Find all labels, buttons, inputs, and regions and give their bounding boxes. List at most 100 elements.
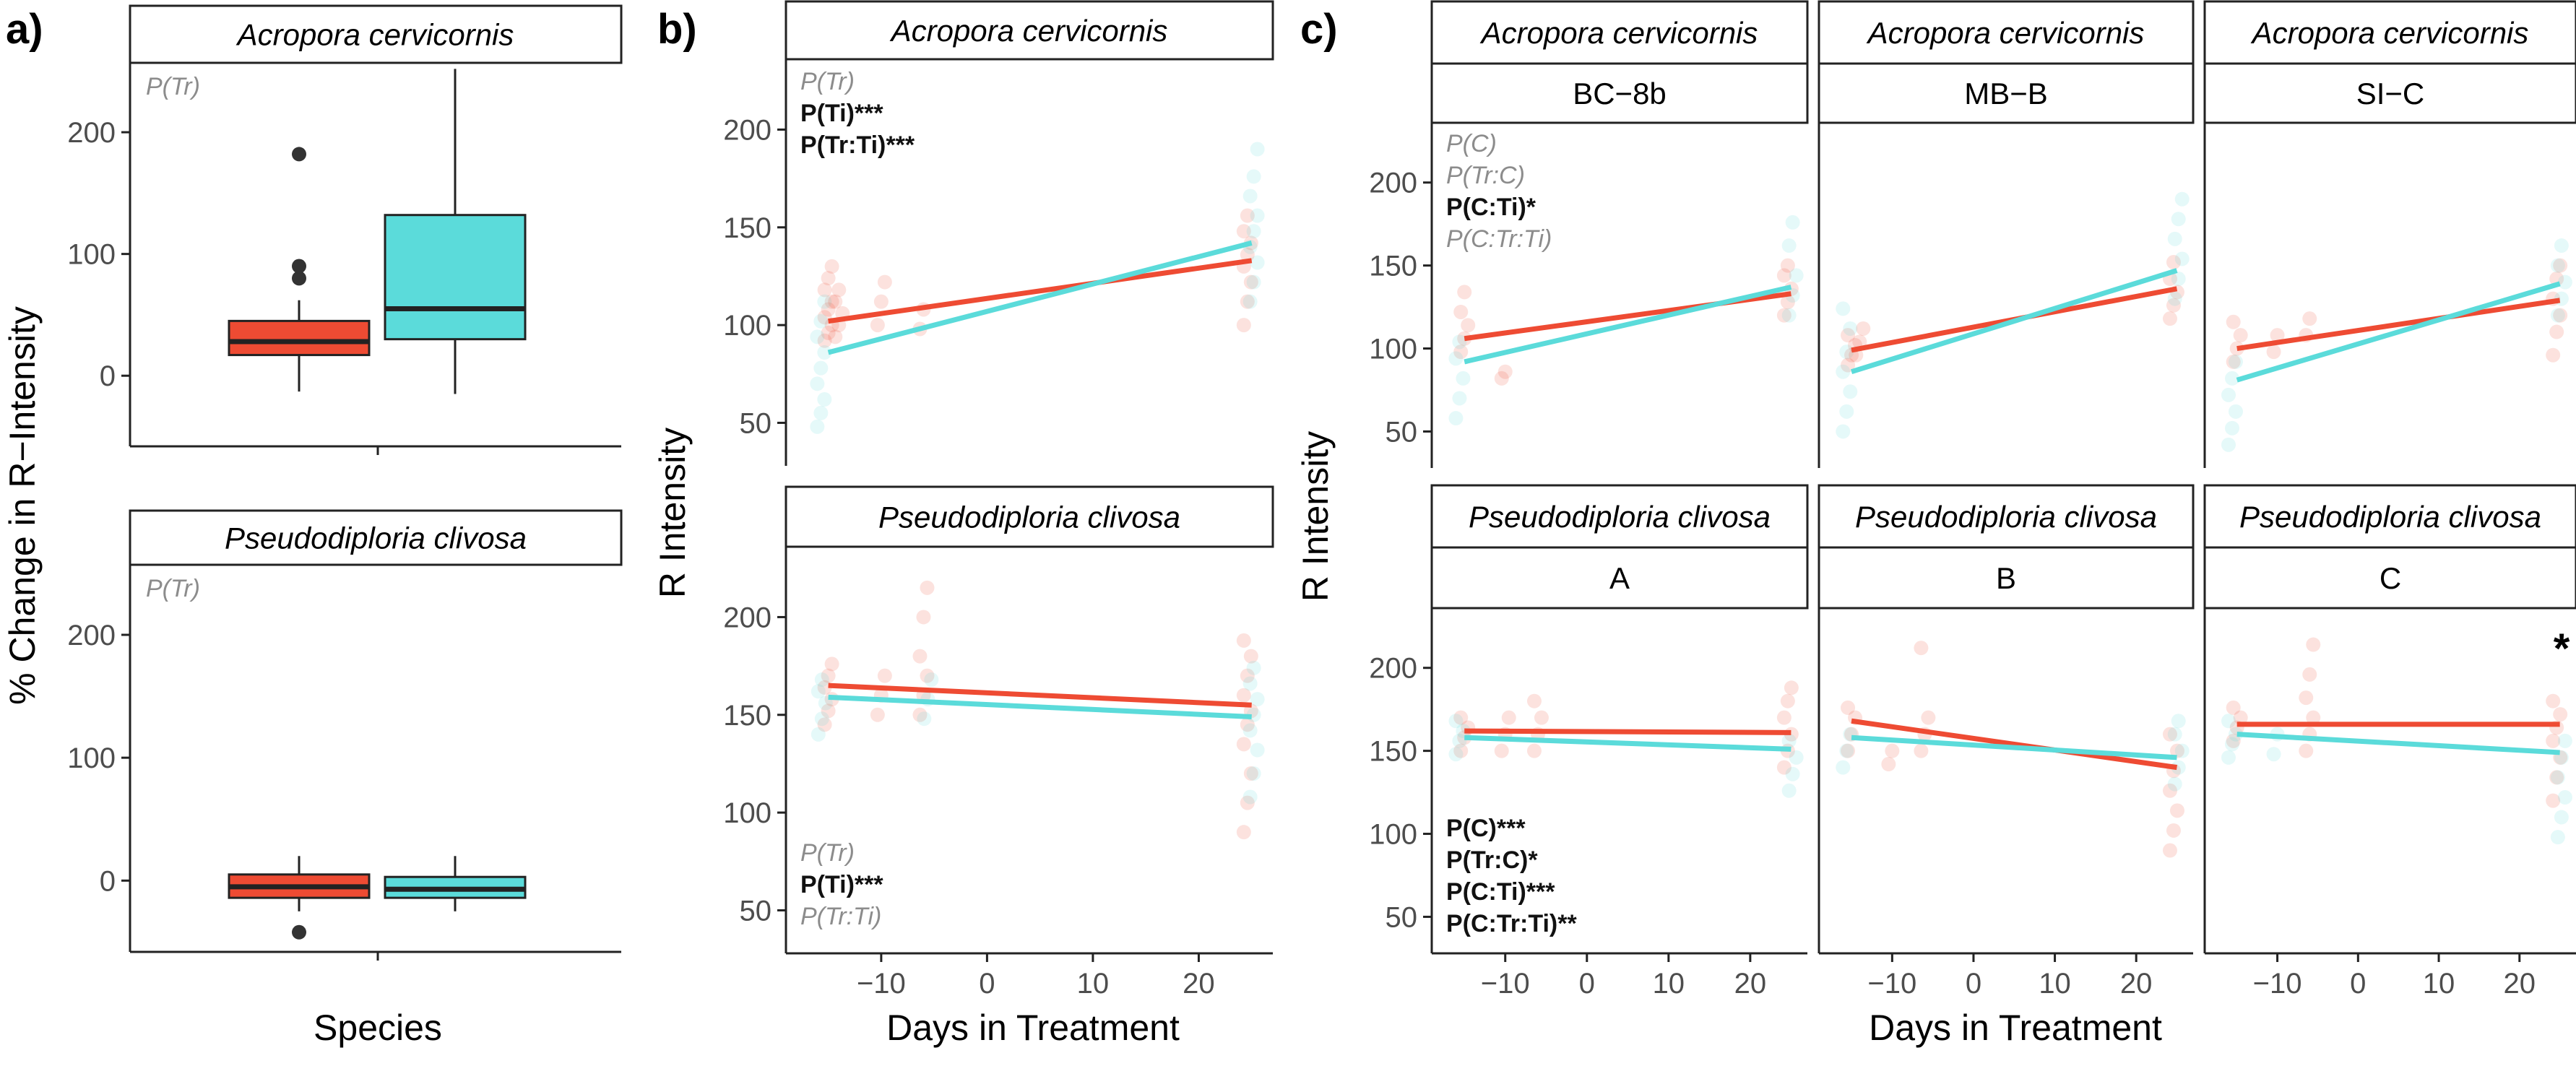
panel-b-0-ytick-label-2: 150 [723, 212, 771, 244]
panel-b-0-point-0-0 [817, 333, 832, 348]
panel-c-1-0-point-2-2 [1501, 710, 1516, 725]
panel-c-0-0-point-0-3 [1453, 304, 1469, 319]
panel-b-0-point-6-6 [1242, 188, 1258, 204]
panel-b-0-point-0-1 [821, 325, 836, 340]
panel-b-1-point-5-1 [1240, 795, 1255, 810]
panel-b-0-point-0-6 [817, 282, 832, 298]
panel-b-strip-0-box [785, 0, 1274, 61]
panel-b-0-point-1-6 [810, 329, 825, 344]
panel-b-1-point-3-5 [920, 580, 935, 595]
panel-c-1-1-point-4-5 [2169, 743, 2184, 758]
panel-c-1-0-point-0-0 [1453, 743, 1469, 758]
panel-c-0-2-point-5-4 [2554, 238, 2569, 254]
panel-c-0-2-point-1-3 [2221, 387, 2236, 402]
panel-c-0-1-point-3-1 [2166, 298, 2181, 313]
panel-c-1-1-xtick-label-0: −10 [1867, 968, 1916, 1000]
panel-b-0-point-6-4 [1246, 224, 1261, 239]
panel-c: Acropora cervicornisBC−8b50100150200Acro… [1369, 0, 2576, 1000]
panel-c-species-strip-1-1-box [1818, 484, 2195, 549]
panel-c-1-2-point-4-3 [2546, 733, 2561, 748]
panel-c-1-1-point-4-3 [2162, 783, 2177, 798]
panel-c-1-0-point-3-3 [1526, 693, 1542, 708]
panel-a-ytick-label-0-2: 200 [67, 117, 116, 149]
panel-c-0-2-point-4-5 [2553, 258, 2568, 273]
panel-c-1-1-point-3-3 [1914, 641, 1929, 656]
panel-c-0-1-point-0-3 [1841, 328, 1856, 343]
panel-c-0-2-point-1-5 [2228, 354, 2243, 369]
panel-b-0-point-1-0 [810, 419, 825, 434]
panel-c-0-0-point-3-4 [1780, 258, 1795, 273]
panel-b-1-ytick-label-2: 150 [723, 700, 771, 732]
panel-c-0-1-point-1-1 [1839, 404, 1854, 419]
panel-c-1-2-point-3-5 [2306, 637, 2321, 652]
panel-b-1-point-1-1 [814, 711, 829, 727]
panel-c-0-1-point-3-4 [2166, 255, 2181, 270]
panel-c-1-2-point-5-1 [2554, 810, 2569, 825]
panel-c-colony-strip-1-2-label: C [2380, 561, 2401, 595]
panel-c-1-0-point-5-3 [1781, 733, 1797, 748]
panel-c-1-0-xtick-label-3: 20 [1734, 968, 1767, 1000]
panel-b-0-point-2-4 [831, 282, 847, 298]
panel-c-1-2-point-0-2 [2233, 710, 2248, 725]
panel-a-strip-0-box [129, 4, 623, 64]
panel-c-1-1-trend-line-1 [1851, 734, 2177, 760]
panel-c-0-2-point-2-0 [2266, 344, 2281, 360]
panel-c-colony-strip-0-1-box [1818, 62, 2195, 124]
panel-c-0-1-point-1-3 [1836, 364, 1851, 379]
panel-c-0-0-point-0-0 [1453, 344, 1469, 360]
panel-b-1-point-3-3 [912, 649, 928, 664]
panel-b-0-trend-line-0 [828, 258, 1253, 324]
panel-b-1-point-4-2 [924, 672, 939, 688]
panel-c-0-0-point-1-4 [1452, 334, 1467, 350]
panel-c-0-0-point-0-2 [1461, 318, 1476, 333]
panel-c-species-strip-0-1-label: Acropora cervicornis [1866, 16, 2145, 50]
panel-c-0-1-point-4-0 [2167, 291, 2182, 306]
panel-b-1-point-6-7 [1246, 660, 1261, 675]
panel-b-strip-0-label: Acropora cervicornis [889, 14, 1168, 48]
panel-b-1-point-1-3 [811, 684, 826, 699]
panel-b-0-trend-line-1 [827, 240, 1253, 355]
panel-b-1-point-6-5 [1250, 692, 1265, 707]
panel-b-1-point-5-4 [1240, 717, 1255, 732]
panel-c-ylabel: R Intensity [1295, 431, 1336, 602]
panel-c-0-1-point-4-5 [2174, 191, 2190, 207]
panel-c-1-1-point-2-0 [1881, 757, 1896, 772]
panel-c-0-0-point-4-4 [1785, 214, 1800, 230]
panel-c-row-1-stat-2: P(C:Ti)*** [1446, 878, 1555, 906]
panel-c-1-2-annotation: * [2554, 625, 2570, 672]
panel-b-0-point-1-7 [813, 313, 829, 329]
panel-c-facet-0-1 [1818, 123, 2190, 468]
panel-c-facet-1-1: −10 0 10 20 [1818, 608, 2193, 1000]
panel-c-facet-0-2 [2203, 123, 2572, 468]
panel-b-1-stat-1: P(Ti)*** [800, 871, 883, 898]
panel-c-1-2-xtick-label-1: 0 [2350, 968, 2366, 1000]
panel-c-0-1-point-1-2 [1843, 384, 1858, 399]
panel-a-ytick-label-1-0: 0 [100, 865, 116, 897]
panel-c-0-1-point-4-1 [2171, 272, 2186, 287]
panel-c-0-2-point-4-1 [2549, 324, 2564, 339]
panel-c-0-2-point-0-0 [2226, 354, 2241, 369]
panel-a-strip-1-label: Pseudodiploria clivosa [225, 521, 527, 555]
panel-c-1-0-point-1-2 [1456, 724, 1471, 739]
panel-b-1-point-0-5 [824, 656, 839, 672]
panel-a: Acropora cervicornis 0 100 200 P(Tr) Pseudodi… [67, 4, 623, 961]
panel-b-letter: b) [657, 6, 697, 53]
panel-c-facet-1-0: 50 100 150 200 −10 0 10 20 [1369, 608, 1807, 1000]
panel-a-ytick-label-0-1: 100 [67, 239, 116, 271]
panel-c-colony-strip-0-1-label: MB−B [1964, 77, 2048, 110]
panel-c-row-1-stat-0: P(C)*** [1446, 815, 1526, 842]
panel-c-1-0-point-1-0 [1448, 747, 1464, 762]
panel-b-1-point-1-0 [811, 727, 826, 742]
panel-a-outlier-0-0-0 [292, 271, 306, 286]
panel-b-strip-1-label: Pseudodiploria clivosa [878, 500, 1180, 534]
panel-c-1-2-xtick-label-3: 20 [2504, 968, 2536, 1000]
panel-b-1-point-5-8 [1243, 649, 1258, 664]
panel-c-1-2-point-3-3 [2299, 690, 2314, 706]
panel-b-1-point-5-6 [1236, 688, 1251, 703]
panel-b-1-point-0-3 [817, 680, 832, 695]
panel-c-row-0-stat-2: P(C:Ti)* [1446, 194, 1536, 221]
panel-b-1-point-5-7 [1240, 668, 1255, 683]
panel-c-1-2-trend-line-1 [2236, 732, 2560, 755]
panel-c-0-1-point-3-0 [2162, 311, 2177, 326]
panel-c-1-2-point-4-0 [2546, 793, 2561, 808]
